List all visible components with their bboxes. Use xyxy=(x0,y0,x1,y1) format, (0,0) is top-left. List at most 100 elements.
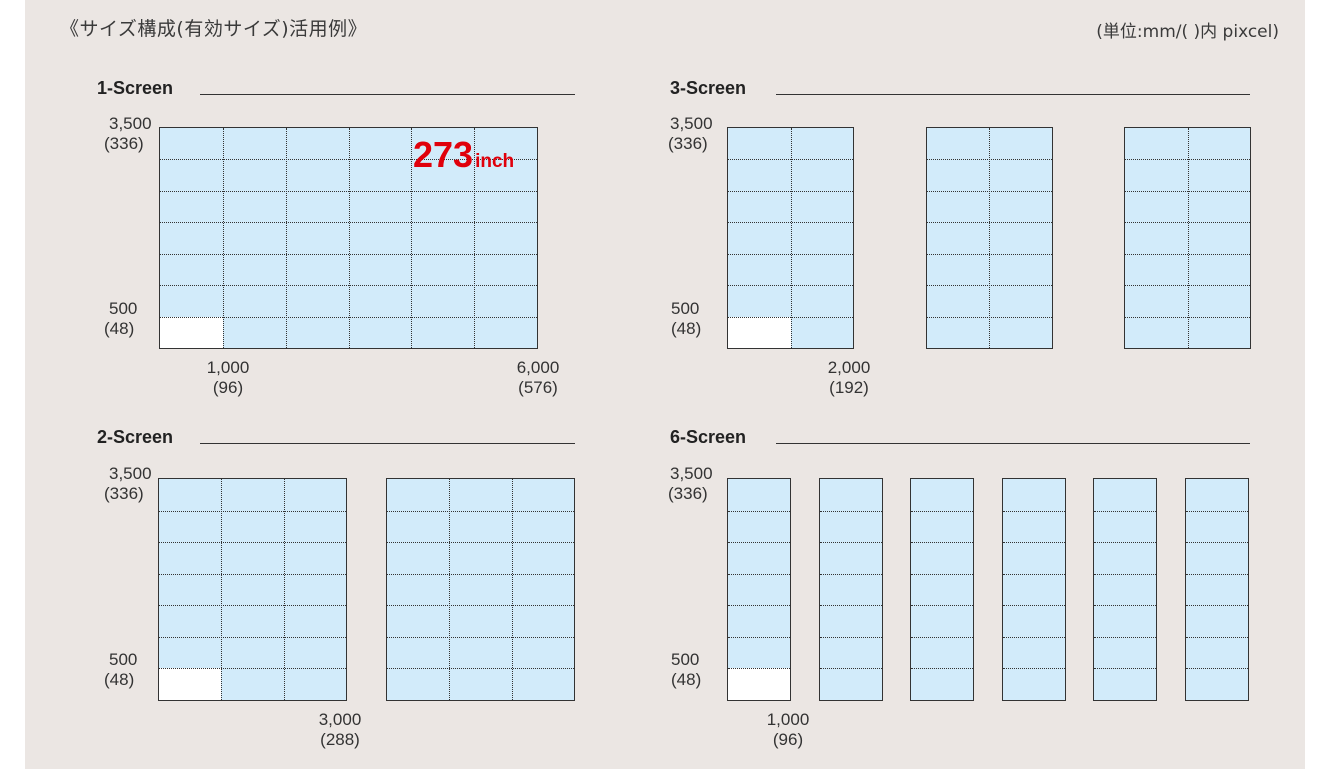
grid-line-horizontal xyxy=(1002,605,1065,607)
grid-line-horizontal xyxy=(926,222,1052,224)
grid-line-vertical xyxy=(283,479,285,700)
x-width-pixel-label: (192) xyxy=(829,378,869,397)
grid-line-horizontal xyxy=(387,636,574,638)
grid-line-horizontal xyxy=(911,668,974,670)
grid-line-horizontal xyxy=(1094,573,1157,575)
size-callout-unit: inch xyxy=(475,151,515,172)
screen-panel xyxy=(818,478,883,701)
grid-line-horizontal xyxy=(728,573,790,575)
grid-line-vertical xyxy=(411,128,413,348)
grid-line-horizontal xyxy=(926,253,1052,255)
grid-line-horizontal xyxy=(911,542,974,544)
grid-line-horizontal xyxy=(1125,222,1250,224)
y-top-pixel-label: (336) xyxy=(668,134,708,153)
screen-panel xyxy=(727,127,854,349)
grid-line-horizontal xyxy=(159,542,346,544)
y-top-mm-label: 3,500 xyxy=(670,114,713,133)
grid-line-horizontal xyxy=(387,510,574,512)
size-callout-value: 273 xyxy=(413,134,474,175)
grid-line-horizontal xyxy=(728,542,790,544)
grid-line-horizontal xyxy=(1125,159,1250,161)
section-rule-1-screen xyxy=(200,94,575,95)
grid-line-horizontal xyxy=(160,253,537,255)
screen-group-1 xyxy=(159,127,538,349)
module-cell-highlight xyxy=(728,316,791,348)
y-module-mm-label: 500 xyxy=(671,650,700,669)
section-heading-3-screen: 3-Screen xyxy=(670,78,747,98)
grid-line-horizontal xyxy=(819,668,882,670)
grid-line-horizontal xyxy=(911,510,974,512)
y-top-mm-label: 3,500 xyxy=(670,464,713,483)
x-total-pixel-label: (576) xyxy=(518,378,558,397)
grid-line-horizontal xyxy=(1094,605,1157,607)
grid-line-vertical xyxy=(285,128,287,348)
grid-line-horizontal xyxy=(1002,636,1065,638)
y-module-pixel-label: (48) xyxy=(104,319,135,338)
screen-group-6 xyxy=(727,478,1249,701)
grid-line-horizontal xyxy=(728,285,853,287)
grid-line-vertical xyxy=(221,479,223,700)
grid-line-horizontal xyxy=(159,573,346,575)
grid-line-horizontal xyxy=(1186,605,1248,607)
grid-line-horizontal xyxy=(819,636,882,638)
grid-line-horizontal xyxy=(911,636,974,638)
grid-line-horizontal xyxy=(1125,316,1250,318)
grid-line-horizontal xyxy=(1002,542,1065,544)
x-width-mm-label: 2,000 xyxy=(827,358,871,377)
unit-note: (単位:mm/( )内 pixcel) xyxy=(1096,22,1279,42)
screen-panel xyxy=(910,478,975,701)
grid-line-horizontal xyxy=(728,636,790,638)
x-module-pixel-label: (96) xyxy=(212,378,244,397)
grid-line-horizontal xyxy=(819,573,882,575)
grid-line-horizontal xyxy=(911,605,974,607)
grid-line-horizontal xyxy=(160,222,537,224)
grid-line-horizontal xyxy=(160,159,537,161)
screen-panel xyxy=(159,127,538,349)
section-heading-2-screen: 2-Screen xyxy=(97,427,174,447)
grid-line-horizontal xyxy=(160,316,537,318)
grid-line-vertical xyxy=(989,128,990,348)
grid-line-horizontal xyxy=(1186,510,1248,512)
y-module-pixel-label: (48) xyxy=(671,670,702,689)
grid-line-horizontal xyxy=(728,605,790,607)
grid-line-vertical xyxy=(790,128,792,348)
grid-line-horizontal xyxy=(728,316,853,318)
grid-line-horizontal xyxy=(387,668,574,670)
grid-line-horizontal xyxy=(160,190,537,192)
y-module-mm-label: 500 xyxy=(671,299,700,318)
grid-line-horizontal xyxy=(1002,573,1065,575)
y-module-pixel-label: (48) xyxy=(104,670,135,689)
y-module-pixel-label: (48) xyxy=(671,319,702,338)
grid-line-horizontal xyxy=(159,668,346,670)
screen-panel xyxy=(158,478,347,701)
y-top-pixel-label: (336) xyxy=(104,134,144,153)
grid-line-vertical xyxy=(222,128,224,348)
grid-line-horizontal xyxy=(728,253,853,255)
x-module-mm-label: 1,000 xyxy=(206,358,250,377)
grid-line-horizontal xyxy=(728,510,790,512)
grid-line-horizontal xyxy=(160,285,537,287)
grid-line-vertical xyxy=(348,128,350,348)
x-total-mm-label: 6,000 xyxy=(516,358,560,377)
grid-line-horizontal xyxy=(159,510,346,512)
grid-line-horizontal xyxy=(926,190,1052,192)
section-rule-6-screen xyxy=(776,443,1250,444)
x-width-mm-label: 3,000 xyxy=(318,710,362,729)
module-cell-highlight xyxy=(159,668,222,700)
screen-panel xyxy=(727,478,791,701)
grid-line-horizontal xyxy=(819,510,882,512)
grid-line-horizontal xyxy=(1186,668,1248,670)
grid-line-horizontal xyxy=(728,668,790,670)
grid-line-horizontal xyxy=(819,542,882,544)
grid-line-horizontal xyxy=(1125,285,1250,287)
screen-group-2 xyxy=(158,478,575,701)
screen-panel xyxy=(1001,478,1066,701)
grid-line-horizontal xyxy=(159,636,346,638)
grid-line-vertical xyxy=(511,479,513,700)
screen-panel xyxy=(1124,127,1251,349)
grid-line-horizontal xyxy=(1125,190,1250,192)
screen-panel xyxy=(1093,478,1158,701)
grid-line-horizontal xyxy=(387,542,574,544)
y-top-mm-label: 3,500 xyxy=(109,464,152,483)
section-heading-1-screen: 1-Screen xyxy=(97,78,174,98)
